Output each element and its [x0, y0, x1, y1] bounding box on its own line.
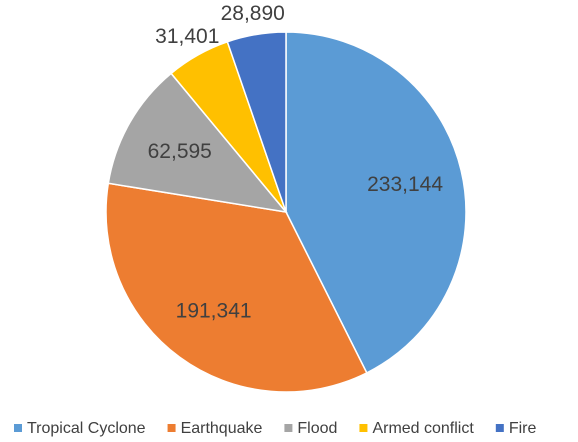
pie-slices [105, 31, 467, 393]
legend-swatch-armed-conflict [359, 424, 368, 432]
slice-fire [226, 31, 287, 213]
legend-label-tropical-cyclone: Tropical Cyclone [27, 420, 146, 437]
legend: Tropical Cyclone Earthquake Flood Armed con… [14, 420, 536, 437]
legend-label-flood: Flood [297, 420, 337, 437]
data-label-tropical-cyclone: 233,144 [367, 173, 443, 196]
legend-label-earthquake: Earthquake [181, 420, 263, 437]
legend-swatch-fire [495, 424, 504, 432]
data-label-flood: 62,595 [148, 140, 212, 163]
legend-label-armed-conflict: Armed conflict [372, 420, 474, 437]
slice-flood [107, 72, 288, 214]
data-label-armed-conflict: 31,401 [155, 25, 219, 48]
legend-swatch-tropical-cyclone [14, 424, 22, 432]
legend-label-fire: Fire [509, 420, 537, 437]
data-label-earthquake: 191,341 [176, 300, 252, 323]
slice-tropical-cyclone [285, 31, 467, 374]
legend-swatch-earthquake [167, 424, 176, 432]
slice-earthquake [105, 182, 368, 393]
data-label-fire: 28,890 [221, 2, 285, 25]
legend-swatch-flood [284, 424, 293, 432]
